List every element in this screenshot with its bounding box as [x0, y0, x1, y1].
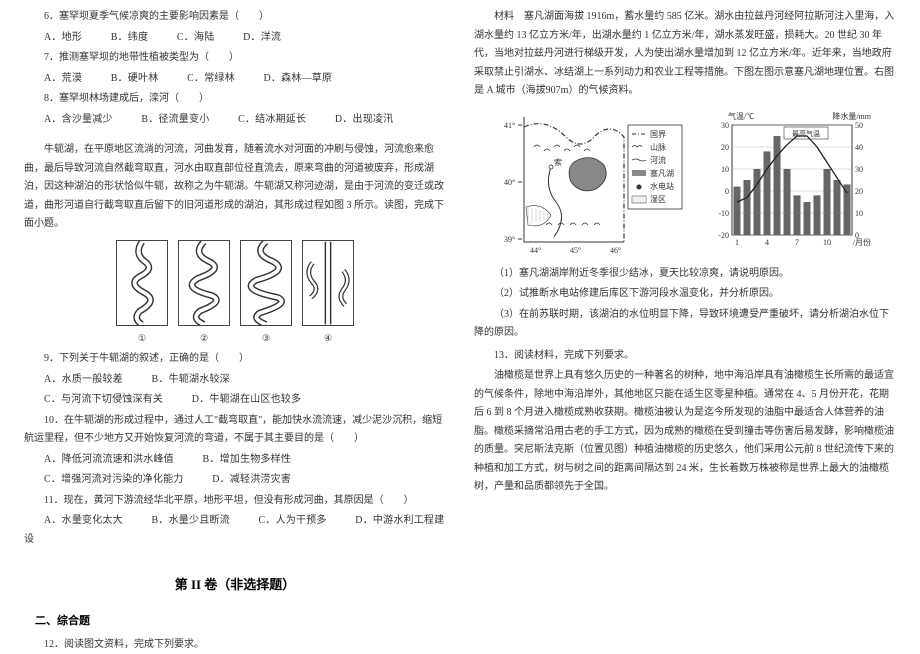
q10-text: 10．在牛轭湖的形成过程中，通过人工"截弯取直"，能加快水流流速，减少泥沙沉积，… — [24, 412, 446, 449]
svg-text:20: 20 — [721, 143, 729, 152]
svg-text:降水量/mm: 降水量/mm — [832, 111, 871, 121]
q11-opt-a: A．水量变化太大 — [44, 515, 123, 526]
svg-text:7: 7 — [795, 238, 799, 247]
svg-text:30: 30 — [721, 121, 729, 130]
oxbow-stage-3 — [240, 240, 292, 326]
svg-text:44°: 44° — [530, 246, 541, 255]
q11-opt-c: C．人为干预多 — [259, 515, 327, 526]
q7-opt-a: A．荒漠 — [44, 73, 82, 84]
q8-opt-a: A．含沙量减少 — [44, 114, 113, 125]
q8-opt-b: B．径流量变小 — [141, 114, 209, 125]
svg-text:46°: 46° — [610, 246, 621, 255]
oxbow-num-4: ④ — [302, 330, 354, 347]
q10-opt-a: A．降低河流流速和洪水峰值 — [44, 454, 174, 465]
svg-text:索: 索 — [554, 157, 562, 167]
svg-text:山脉: 山脉 — [650, 142, 666, 152]
q10-opt-c: C．增强河流对污染的净化能力 — [44, 474, 183, 485]
q8-options: A．含沙量减少 B．径流量变小 C．结冰期延长 D．出现凌汛 — [24, 111, 446, 130]
q12-sub1: （1）塞凡湖湖岸附近冬季很少结冰，夏天比较凉爽，请说明原因。 — [474, 265, 896, 284]
map-chart-row: 41° 40° 39° 44° 45° 46° 索 国界山脉河流塞凡湖水电站湿区 气温/℃ 降水… — [474, 107, 896, 257]
oxbow-intro: 牛轭湖，在平原地区流淌的河流，河曲发育，随着流水对河面的冲刷与侵蚀，河流愈来愈曲… — [24, 141, 446, 234]
q7-opt-b: B．硬叶林 — [111, 73, 159, 84]
sevan-map: 41° 40° 39° 44° 45° 46° 索 国界山脉河流塞凡湖水电站湿区 — [496, 107, 686, 257]
q12-text: 12．阅读图文资料，完成下列要求。 — [24, 636, 446, 654]
q12-sub2: （2）试推断水电站修建后库区下游河段水温变化，并分析原因。 — [474, 285, 896, 304]
svg-text:河流: 河流 — [650, 155, 666, 165]
svg-text:41°: 41° — [504, 121, 515, 130]
svg-text:气温/℃: 气温/℃ — [728, 111, 754, 121]
svg-text:0: 0 — [725, 187, 729, 196]
q7-options: A．荒漠 B．硬叶林 C．常绿林 D．森林—草原 — [24, 70, 446, 89]
q8-opt-d: D．出现凌汛 — [335, 114, 393, 125]
q9-opt-b: B．牛轭湖水较深 — [152, 374, 230, 385]
climate-chart: 气温/℃降水量/mm最高气温3020100-10-205040302010014… — [704, 107, 874, 257]
svg-text:45°: 45° — [570, 246, 581, 255]
svg-text:国界: 国界 — [650, 130, 666, 139]
svg-text:塞凡湖: 塞凡湖 — [650, 168, 674, 178]
section-2-title: 第 II 卷（非选择题） — [24, 573, 446, 597]
q6-options: A．地形 B．纬度 C．海陆 D．洋流 — [24, 29, 446, 48]
oxbow-numbers: ① ② ③ ④ — [24, 330, 446, 347]
q6-text: 6．塞罕坝夏季气候凉爽的主要影响因素是（ ） — [24, 8, 446, 27]
svg-text:4: 4 — [765, 238, 769, 247]
q9-options-row1: A．水质一般较差 B．牛轭湖水较深 — [24, 371, 446, 390]
svg-text:-20: -20 — [718, 231, 729, 240]
svg-text:水电站: 水电站 — [650, 181, 674, 191]
subsection-title: 二、综合题 — [24, 611, 446, 631]
q11-text: 11．现在，黄河下游流经华北平原，地形平坦，但没有形成河曲，其原因是（ ） — [24, 492, 446, 511]
q6-opt-c: C．海陆 — [177, 32, 214, 43]
svg-text:-10: -10 — [718, 209, 729, 218]
q12-sub3: （3）在前苏联时期，该湖泊的水位明显下降，导致环境遭受严重破坏，请分析湖泊水位下… — [474, 306, 896, 343]
q7-opt-d: D．森林—草原 — [263, 73, 332, 84]
q10-opt-d: D．减轻洪涝灾害 — [212, 474, 291, 485]
q10-opt-b: B．增加生物多样性 — [203, 454, 291, 465]
q6-opt-d: D．洋流 — [243, 32, 281, 43]
svg-text:20: 20 — [855, 187, 863, 196]
svg-text:10: 10 — [721, 165, 729, 174]
svg-text:50: 50 — [855, 121, 863, 130]
q8-text: 8．塞罕坝林场建成后，滦河（ ） — [24, 90, 446, 109]
oxbow-stage-4 — [302, 240, 354, 326]
oxbow-num-2: ② — [178, 330, 230, 347]
oxbow-stage-2 — [178, 240, 230, 326]
oxbow-num-3: ③ — [240, 330, 292, 347]
oxbow-num-1: ① — [116, 330, 168, 347]
q6-opt-a: A．地形 — [44, 32, 82, 43]
oxbow-stage-1 — [116, 240, 168, 326]
svg-text:40: 40 — [855, 143, 863, 152]
svg-text:10: 10 — [823, 238, 831, 247]
q10-options-row1: A．降低河流流速和洪水峰值 B．增加生物多样性 — [24, 451, 446, 470]
q7-opt-c: C．常绿林 — [187, 73, 235, 84]
svg-text:39°: 39° — [504, 235, 515, 244]
q9-opt-a: A．水质一般较差 — [44, 374, 123, 385]
q8-opt-c: C．结冰期延长 — [238, 114, 306, 125]
q10-options-row2: C．增强河流对污染的净化能力 D．减轻洪涝灾害 — [24, 471, 446, 490]
oxbow-diagram-row — [24, 240, 446, 326]
left-column: 6．塞罕坝夏季气候凉爽的主要影响因素是（ ） A．地形 B．纬度 C．海陆 D．… — [18, 8, 460, 643]
q9-options-row2: C．与河流下切侵蚀深有关 D．牛轭湖在山区也较多 — [24, 391, 446, 410]
svg-text:40°: 40° — [504, 178, 515, 187]
q13-text: 13．阅读材料，完成下列要求。 — [474, 347, 896, 366]
q11-options: A．水量变化太大 B．水量少且断流 C．人为干预多 D．中游水利工程建设 — [24, 512, 446, 549]
q9-text: 9．下列关于牛轭湖的叙述，正确的是（ ） — [24, 350, 446, 369]
q6-opt-b: B．纬度 — [111, 32, 148, 43]
olive-material: 油橄榄是世界上具有悠久历史的一种著名的树种，地中海沿岸具有油橄榄生长所需的最适宜… — [474, 367, 896, 497]
svg-text:1: 1 — [735, 238, 739, 247]
svg-text:30: 30 — [855, 165, 863, 174]
q7-text: 7．推测塞罕坝的地带性植被类型为（ ） — [24, 49, 446, 68]
q9-opt-d: D．牛轭湖在山区也较多 — [192, 394, 301, 405]
svg-text:湿区: 湿区 — [650, 195, 666, 204]
q11-opt-b: B．水量少且断流 — [152, 515, 230, 526]
right-column: 材料 塞凡湖面海拔 1916m，蓄水量约 585 亿米。湖水由拉兹丹河经阿拉斯河… — [460, 8, 902, 643]
svg-text:10: 10 — [855, 209, 863, 218]
sevan-material: 材料 塞凡湖面海拔 1916m，蓄水量约 585 亿米。湖水由拉兹丹河经阿拉斯河… — [474, 8, 896, 101]
svg-text:/月份: /月份 — [853, 237, 871, 247]
q9-opt-c: C．与河流下切侵蚀深有关 — [44, 394, 163, 405]
